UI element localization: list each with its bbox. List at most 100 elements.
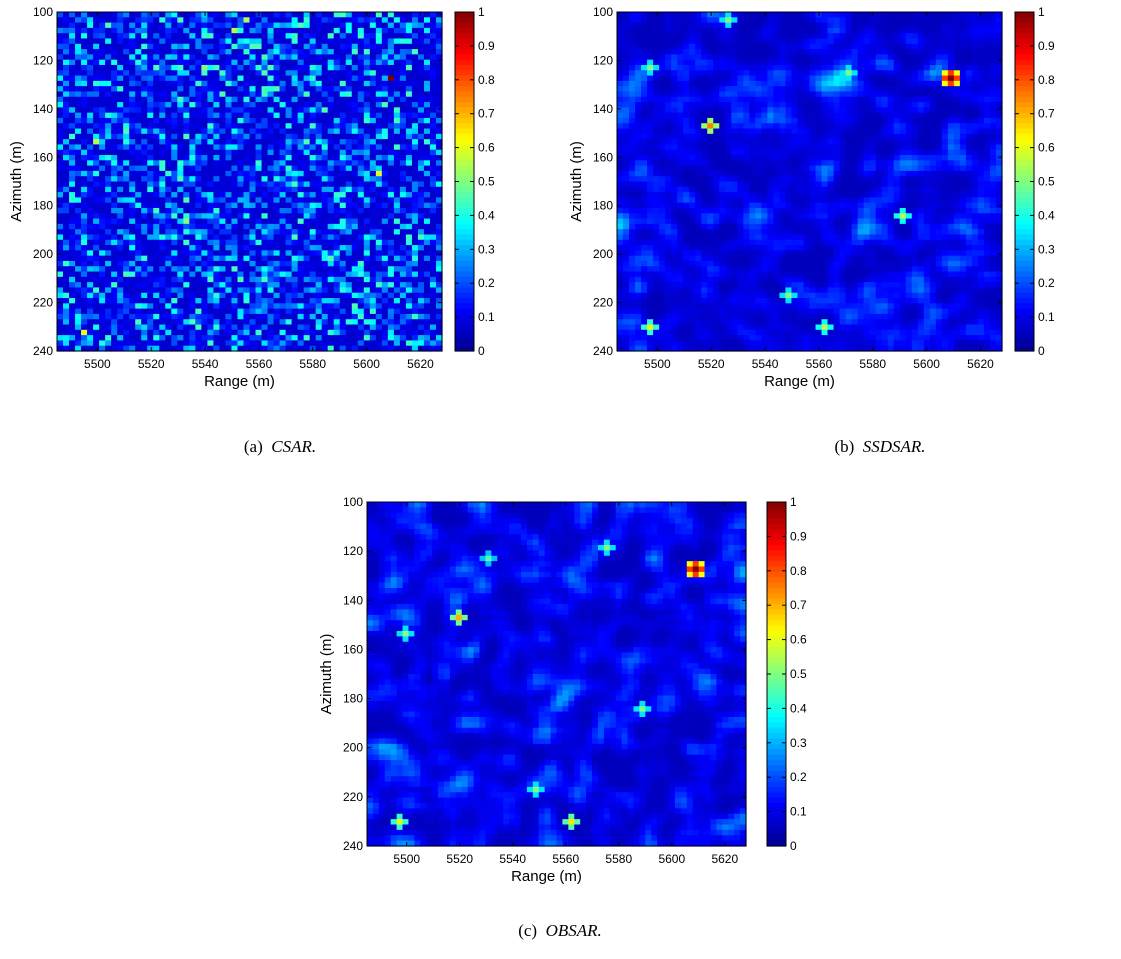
heatmap-cell bbox=[195, 144, 202, 150]
heatmap-cell bbox=[75, 23, 82, 29]
heatmap-cell bbox=[653, 54, 660, 60]
heatmap-cell bbox=[304, 335, 311, 341]
x-tick-label: 5520 bbox=[138, 357, 165, 371]
heatmap-cell bbox=[177, 139, 184, 145]
heatmap-cell bbox=[322, 176, 329, 182]
heatmap-cell bbox=[87, 208, 94, 214]
heatmap-cell bbox=[141, 160, 148, 166]
heatmap-cell bbox=[231, 224, 238, 230]
heatmap-cell bbox=[225, 287, 232, 293]
heatmap-cell bbox=[219, 287, 226, 293]
heatmap-cell bbox=[250, 166, 257, 172]
heatmap-cell bbox=[183, 335, 190, 341]
heatmap-cell bbox=[256, 118, 263, 124]
heatmap-cell bbox=[231, 325, 238, 331]
heatmap-cell bbox=[123, 309, 130, 315]
heatmap-cell bbox=[388, 187, 395, 193]
heatmap-cell bbox=[695, 49, 702, 55]
heatmap-cell bbox=[328, 266, 335, 272]
heatmap-cell bbox=[81, 134, 88, 140]
heatmap-cell bbox=[352, 134, 359, 140]
heatmap-cell bbox=[117, 76, 124, 82]
heatmap-cell bbox=[171, 97, 178, 103]
heatmap-cell bbox=[195, 303, 202, 309]
heatmap-cell bbox=[81, 325, 88, 331]
heatmap-cell bbox=[69, 250, 76, 256]
heatmap-cell bbox=[207, 224, 214, 230]
heatmap-cell bbox=[352, 28, 359, 34]
heatmap-cell bbox=[183, 240, 190, 246]
heatmap-cell bbox=[274, 86, 281, 92]
heatmap-cell bbox=[418, 65, 425, 71]
heatmap-cell bbox=[334, 107, 341, 113]
heatmap-cell bbox=[376, 166, 383, 172]
heatmap-cell bbox=[99, 240, 106, 246]
heatmap-cell bbox=[123, 17, 130, 23]
heatmap-cell bbox=[69, 319, 76, 325]
heatmap-cell bbox=[219, 134, 226, 140]
heatmap-cell bbox=[418, 287, 425, 293]
heatmap-cell bbox=[412, 203, 419, 209]
heatmap-cell bbox=[87, 282, 94, 288]
heatmap-cell bbox=[701, 60, 708, 66]
heatmap-cell bbox=[286, 240, 293, 246]
heatmap-cell bbox=[237, 150, 244, 156]
heatmap-cell bbox=[292, 139, 299, 145]
heatmap-cell bbox=[906, 12, 913, 18]
heatmap-cell bbox=[797, 65, 804, 71]
heatmap-cell bbox=[256, 134, 263, 140]
heatmap-cell bbox=[773, 38, 780, 44]
heatmap-cell bbox=[340, 277, 347, 283]
heatmap-cell bbox=[948, 28, 955, 34]
heatmap-cell bbox=[87, 102, 94, 108]
heatmap-cell bbox=[791, 17, 798, 23]
heatmap-cell bbox=[352, 277, 359, 283]
heatmap-cell bbox=[183, 298, 190, 304]
heatmap-cell bbox=[322, 240, 329, 246]
heatmap-cell bbox=[165, 298, 172, 304]
heatmap-cell bbox=[978, 49, 985, 55]
heatmap-cell bbox=[69, 234, 76, 240]
heatmap-cell bbox=[81, 166, 88, 172]
heatmap-cell bbox=[105, 44, 112, 50]
heatmap-cell bbox=[159, 234, 166, 240]
heatmap-cell bbox=[195, 309, 202, 315]
heatmap-cell bbox=[135, 197, 142, 203]
heatmap-cell bbox=[424, 70, 431, 76]
heatmap-cell bbox=[737, 28, 744, 34]
heatmap-cell bbox=[888, 54, 895, 60]
heatmap-cell bbox=[635, 60, 642, 66]
heatmap-cell bbox=[418, 309, 425, 315]
heatmap-cell bbox=[394, 28, 401, 34]
heatmap-cell bbox=[816, 17, 823, 23]
heatmap-cell bbox=[382, 33, 389, 39]
heatmap-cell bbox=[177, 81, 184, 87]
heatmap-cell bbox=[280, 102, 287, 108]
heatmap-cell bbox=[105, 208, 112, 214]
colorbar-swatch bbox=[455, 123, 474, 129]
heatmap-cell bbox=[165, 129, 172, 135]
heatmap-cell bbox=[135, 49, 142, 55]
heatmap-cell bbox=[382, 266, 389, 272]
heatmap-cell bbox=[189, 60, 196, 66]
heatmap-cell bbox=[816, 60, 823, 66]
heatmap-cell bbox=[334, 65, 341, 71]
heatmap-cell bbox=[219, 282, 226, 288]
heatmap-cell bbox=[394, 102, 401, 108]
heatmap-cell bbox=[346, 134, 353, 140]
heatmap-cell bbox=[201, 107, 208, 113]
heatmap-cell bbox=[165, 224, 172, 230]
colorbar-swatch bbox=[455, 277, 474, 283]
heatmap-cell bbox=[900, 54, 907, 60]
heatmap-cell bbox=[659, 70, 666, 76]
heatmap-cell bbox=[177, 49, 184, 55]
heatmap-cell bbox=[280, 245, 287, 251]
heatmap-cell bbox=[424, 33, 431, 39]
heatmap-cell bbox=[159, 197, 166, 203]
heatmap-cell bbox=[123, 256, 130, 262]
heatmap-cell bbox=[111, 330, 118, 336]
heatmap-cell bbox=[93, 91, 100, 97]
heatmap-cell bbox=[298, 234, 305, 240]
heatmap-cell bbox=[159, 303, 166, 309]
heatmap-cell bbox=[743, 60, 750, 66]
